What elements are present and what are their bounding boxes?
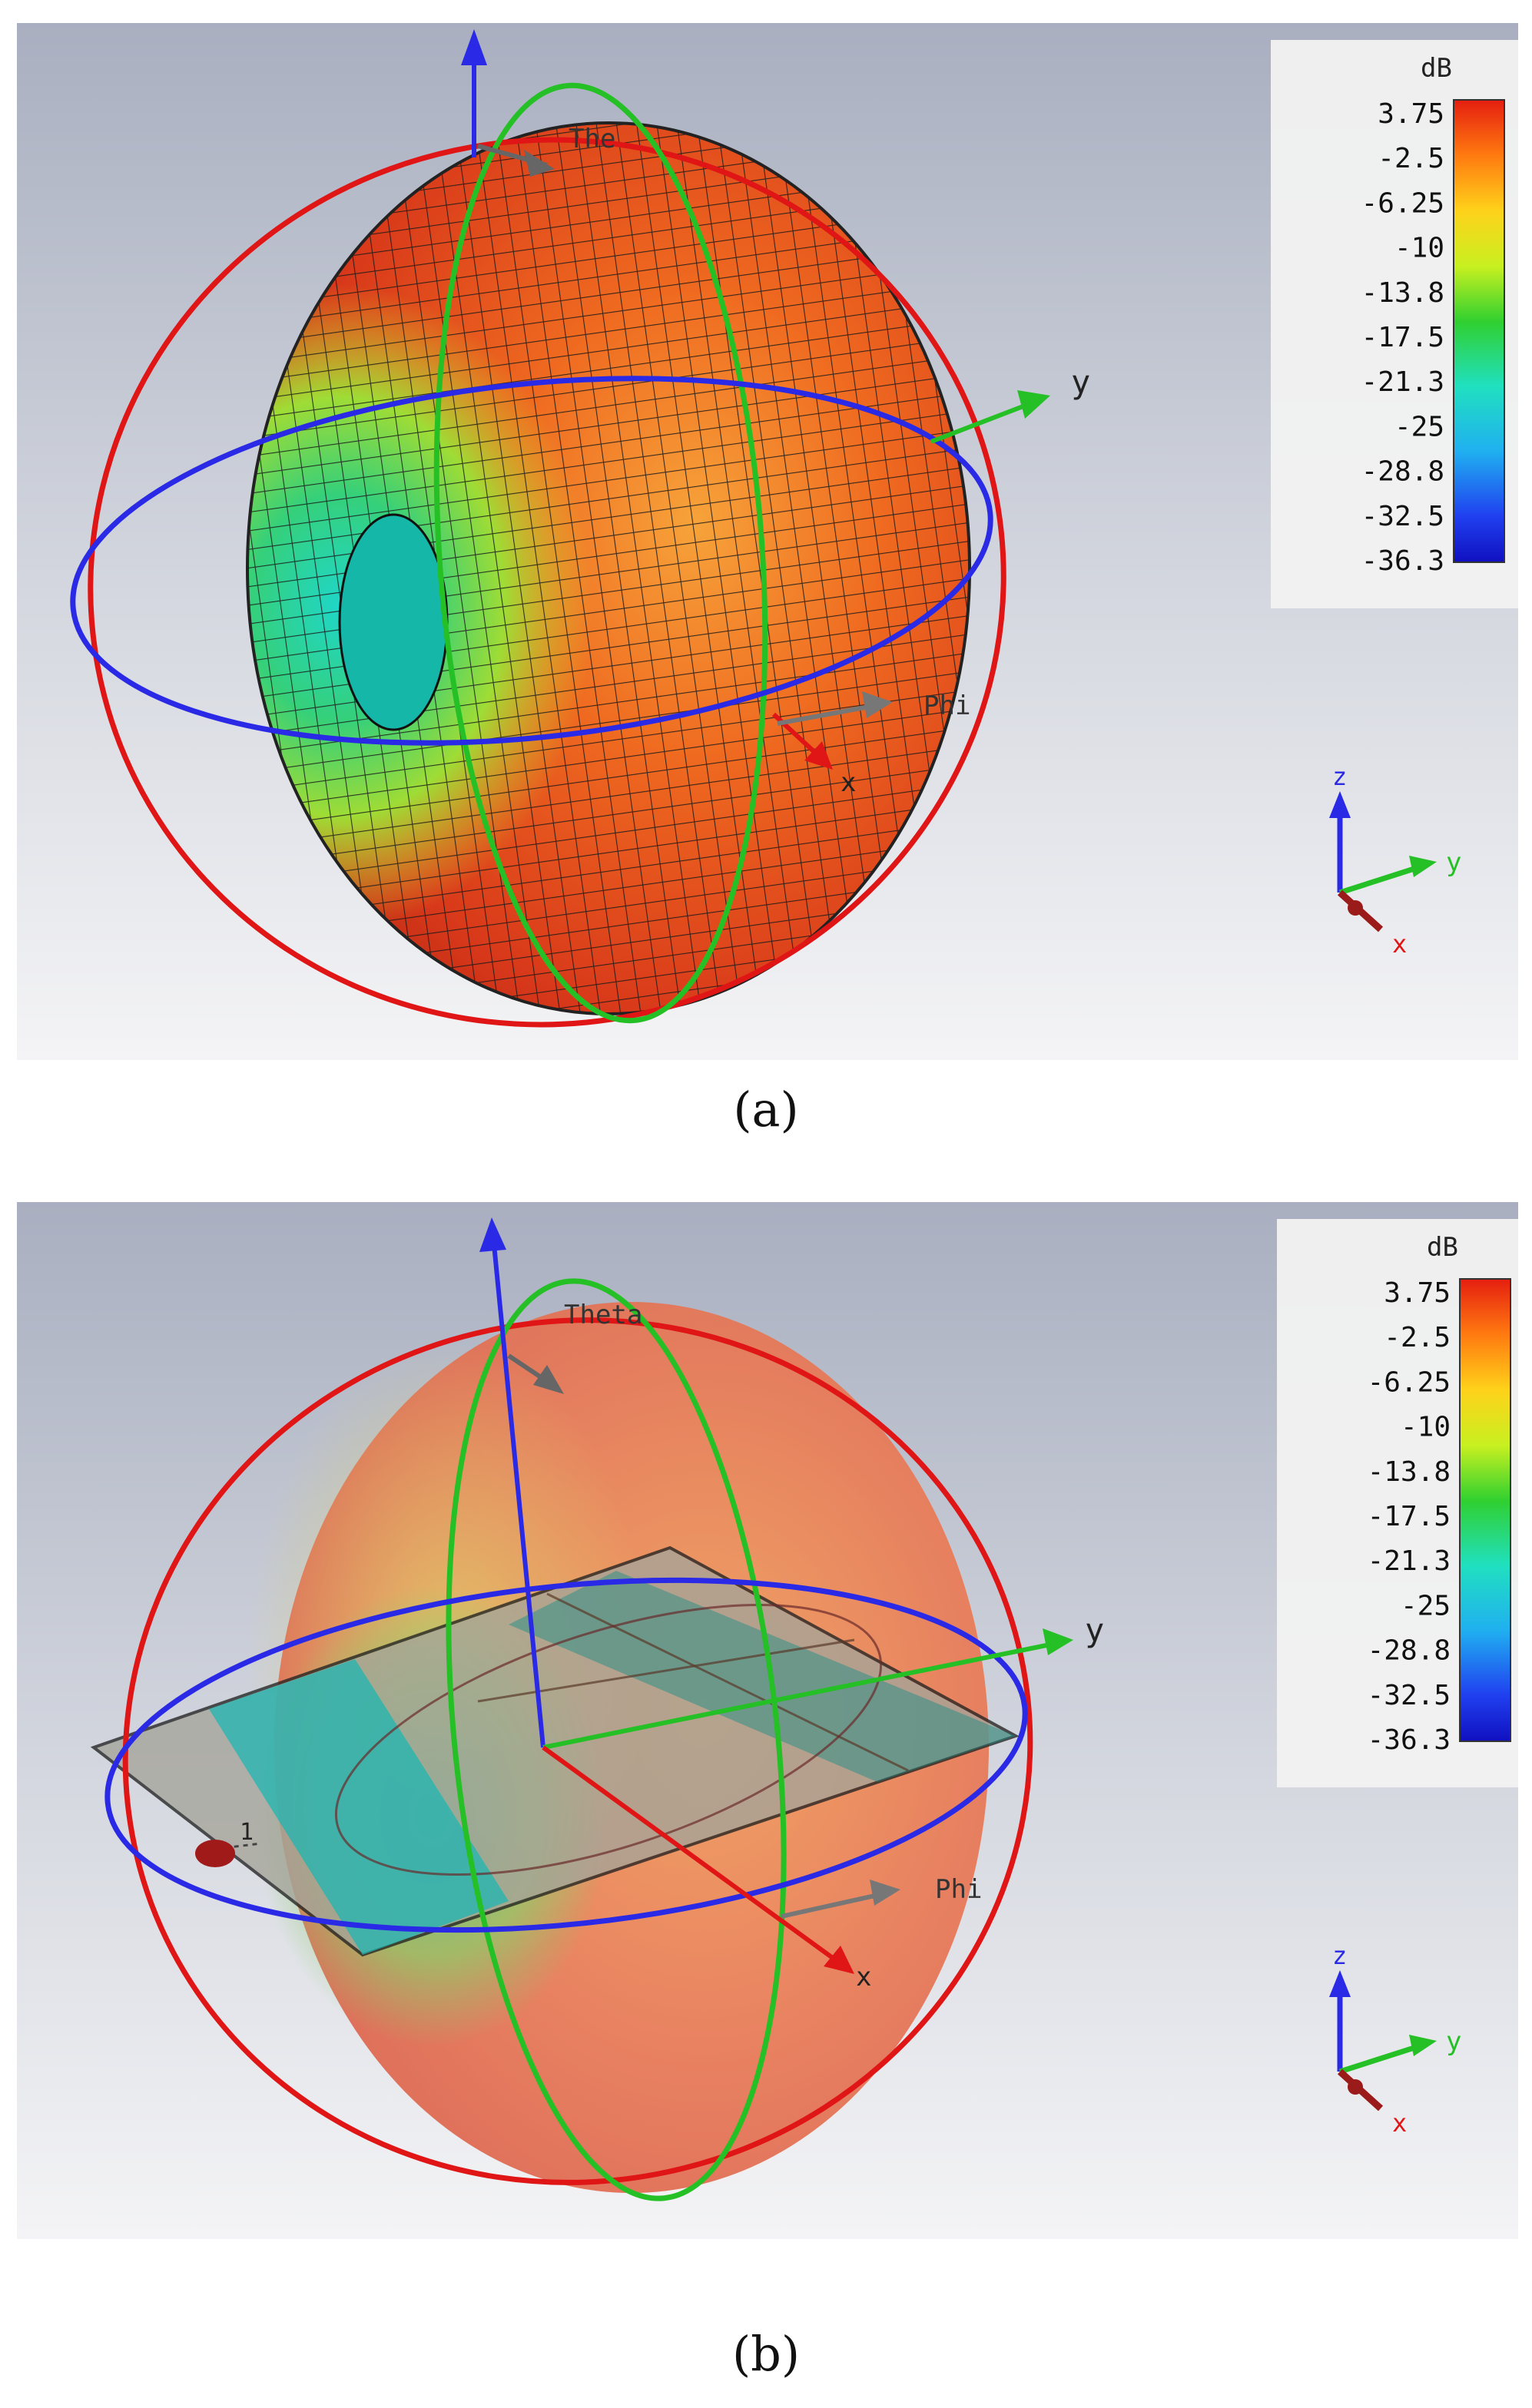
phi-direction xyxy=(781,1891,886,1919)
colorbar-tick-label: -13.8 xyxy=(1361,277,1444,309)
orientation-triad: z y x xyxy=(1329,762,1461,959)
phi-ring xyxy=(70,376,993,746)
colorbar-tick-label: -2.5 xyxy=(1378,143,1444,174)
antenna-substrate xyxy=(90,1545,1020,1957)
colorbar-tick-label: -10 xyxy=(1401,1412,1451,1443)
theta-label: The xyxy=(569,124,615,154)
triad-y-label: y xyxy=(1446,2026,1461,2057)
colorbar-ticks: 3.75 -2.5 -6.25 -10 -13.8 -17.5 -21.3 -25 -28.8 -… xyxy=(1368,1277,1451,1756)
x-axis xyxy=(542,1745,841,1965)
colorbar-tick-label: -28.8 xyxy=(1368,1635,1451,1667)
colorbar-unit: dB xyxy=(1421,53,1452,84)
colorbar-tick-label: -13.8 xyxy=(1368,1456,1451,1488)
z-axis-arrow-icon xyxy=(479,1217,506,1252)
orientation-triad: z y x xyxy=(1329,1941,1461,2138)
triad-x-arrow-icon xyxy=(1348,900,1363,916)
triad-z-label: z xyxy=(1332,762,1347,791)
z-axis xyxy=(491,1236,545,1748)
colorbar-unit: dB xyxy=(1427,1232,1458,1263)
phi-arrow-icon xyxy=(870,1880,900,1906)
theta-ring xyxy=(88,137,1006,1028)
phi-label: Phi xyxy=(935,1874,982,1905)
triad-y-arrow-icon xyxy=(1409,2035,1437,2056)
z-axis-arrow-icon xyxy=(461,29,487,65)
caption-a: (a) xyxy=(733,1081,799,1138)
colorbar-ticks: 3.75 -2.5 -6.25 -10 -13.8 -17.5 -21.3 -25 -28.8 -… xyxy=(1361,98,1444,577)
colorbar-gradient xyxy=(1459,1278,1511,1742)
port-marker-icon xyxy=(195,1840,235,1867)
colorbar: dB 3.75 -2.5 -6.25 -10 -13.8 -17.5 -21.3 -25 -28… xyxy=(1271,40,1518,608)
y-axis-arrow-icon xyxy=(1017,390,1050,419)
colorbar-tick-label: -21.3 xyxy=(1368,1545,1451,1577)
phi-direction xyxy=(777,703,878,726)
triad-x-label: x xyxy=(1392,929,1407,959)
colorbar-tick-label: -6.25 xyxy=(1361,187,1444,219)
triad-z-arrow-icon xyxy=(1329,791,1351,818)
panel-b-radiation-pattern: 1 y x Theta Phi dB 3.75 -2.5 -6.25 -10 -13.8… xyxy=(17,1202,1518,2239)
colorbar-tick-label: -21.3 xyxy=(1361,366,1444,398)
colorbar-tick-label: -32.5 xyxy=(1361,501,1444,532)
triad-y-label: y xyxy=(1446,847,1461,878)
theta-arrow-icon xyxy=(533,1365,564,1394)
y-axis-arrow-icon xyxy=(1043,1628,1073,1655)
y-axis-label: y xyxy=(1071,363,1090,401)
colorbar-tick-label: -32.5 xyxy=(1368,1680,1451,1711)
caption-b: (b) xyxy=(731,2326,801,2382)
theta-ring xyxy=(122,1317,1033,2185)
feed-region xyxy=(209,1659,509,1955)
triad-x-arrow-icon xyxy=(1348,2079,1363,2095)
theta-label: Theta xyxy=(564,1300,642,1330)
phi-ring xyxy=(104,1577,1028,1933)
colorbar-tick-label: 3.75 xyxy=(1384,1277,1451,1309)
null-region xyxy=(338,513,449,731)
colorbar-tick-label: -36.3 xyxy=(1361,545,1444,577)
colorbar-tick-label: -25 xyxy=(1401,1590,1451,1621)
colorbar-tick-label: -17.5 xyxy=(1361,322,1444,353)
colorbar-tick-label: -17.5 xyxy=(1368,1501,1451,1532)
panel-b-svg: 1 y x Theta Phi dB 3.75 -2.5 -6.25 -10 -13.8… xyxy=(17,1202,1518,2239)
triad-z-label: z xyxy=(1332,1941,1347,1970)
y-axis-label: y xyxy=(1085,1611,1104,1649)
colorbar-tick-label: -25 xyxy=(1394,411,1444,442)
colorbar-gradient xyxy=(1453,99,1505,563)
colorbar-tick-label: -36.3 xyxy=(1368,1724,1451,1756)
y-axis xyxy=(930,401,1033,444)
x-axis-arrow-icon xyxy=(804,741,833,770)
colorbar: dB 3.75 -2.5 -6.25 -10 -13.8 -17.5 -21.3 -25 -28… xyxy=(1277,1219,1518,1787)
triad-x-label: x xyxy=(1392,2108,1407,2138)
x-axis-label: x xyxy=(841,767,856,798)
colorbar-tick-label: -2.5 xyxy=(1384,1322,1451,1353)
elevation-ring xyxy=(446,1278,787,2201)
phi-label: Phi xyxy=(924,691,970,721)
theta-arrow-icon xyxy=(524,150,555,177)
x-axis-label: x xyxy=(856,1962,871,1992)
y-axis xyxy=(542,1641,1055,1750)
triad-y-arrow-icon xyxy=(1409,856,1437,877)
port-label: 1 xyxy=(240,1819,254,1846)
panel-a-svg: The y x Phi dB 3.75 -2.5 -6.25 -10 -13.8 -17.… xyxy=(17,23,1518,1060)
colorbar-tick-label: -10 xyxy=(1394,233,1444,264)
elevation-ring xyxy=(433,82,768,1024)
colorbar-tick-label: -28.8 xyxy=(1361,456,1444,488)
colorbar-tick-label: -6.25 xyxy=(1368,1366,1451,1398)
triad-z-arrow-icon xyxy=(1329,1970,1351,1997)
colorbar-tick-label: 3.75 xyxy=(1378,98,1444,130)
x-axis-arrow-icon xyxy=(824,1946,854,1974)
panel-a-radiation-pattern: The y x Phi dB 3.75 -2.5 -6.25 -10 -13.8 -17.… xyxy=(17,23,1518,1060)
phi-arrow-icon xyxy=(862,691,893,718)
